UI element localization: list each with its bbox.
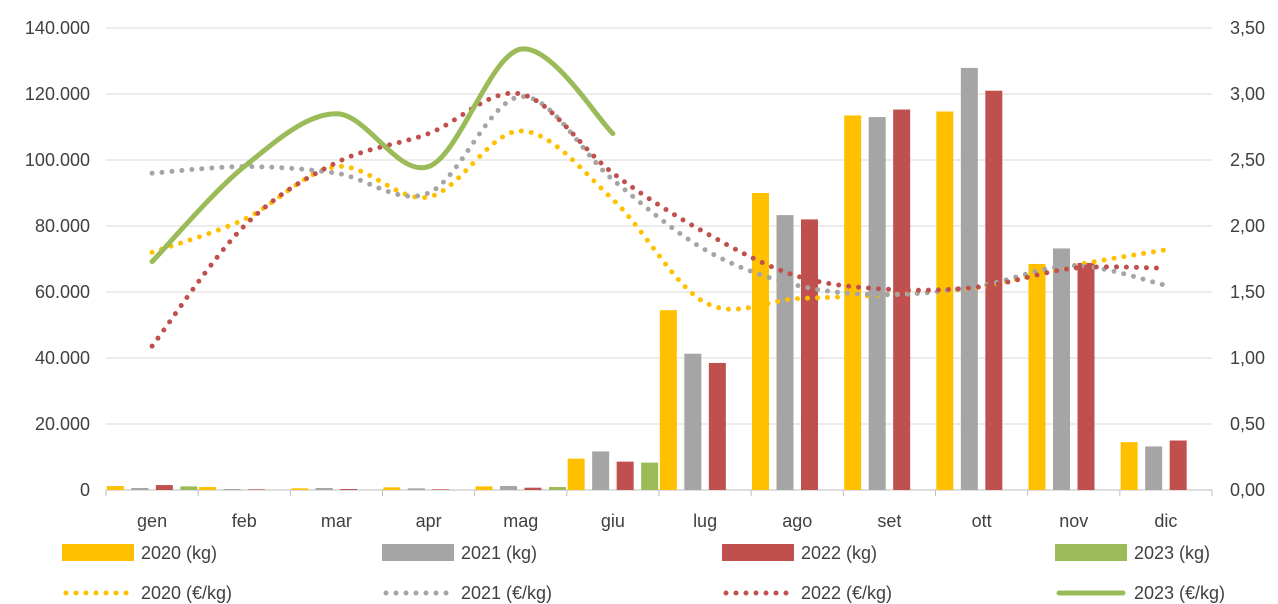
legend-label: 2020 (kg) xyxy=(141,543,217,563)
bar xyxy=(223,489,241,490)
bar xyxy=(291,488,309,490)
bar xyxy=(592,451,610,490)
x-tick-label: set xyxy=(877,511,901,531)
legend-label: 2021 (kg) xyxy=(461,543,537,563)
legend-label: 2021 (€/kg) xyxy=(461,583,552,603)
bar xyxy=(432,489,450,490)
legend-label: 2023 (kg) xyxy=(1134,543,1210,563)
bar xyxy=(985,90,1003,490)
bar xyxy=(315,488,333,490)
bar xyxy=(549,487,566,490)
bar xyxy=(1145,446,1163,490)
bar xyxy=(893,109,911,490)
legend-label: 2023 (€/kg) xyxy=(1134,583,1225,603)
price-line xyxy=(149,128,1169,312)
x-tick-label: apr xyxy=(416,511,442,531)
y-left-tick-label: 80.000 xyxy=(35,216,90,236)
x-tick-label: gen xyxy=(137,511,167,531)
bar xyxy=(844,115,862,490)
y-left-tick-label: 120.000 xyxy=(25,84,90,104)
y-left-tick-label: 100.000 xyxy=(25,150,90,170)
x-tick-label: ago xyxy=(782,511,812,531)
y-right-tick-label: 3,00 xyxy=(1230,84,1265,104)
y-left-tick-label: 60.000 xyxy=(35,282,90,302)
bar xyxy=(616,461,634,490)
price-line xyxy=(149,90,1169,349)
bar xyxy=(199,487,216,490)
bar xyxy=(155,485,173,490)
legend-swatch xyxy=(62,544,134,561)
price-line xyxy=(149,94,1169,298)
bar xyxy=(708,362,726,490)
bar xyxy=(776,215,794,491)
x-tick-label: mar xyxy=(321,511,352,531)
bar xyxy=(1169,440,1187,490)
y-left-tick-label: 0 xyxy=(80,480,90,500)
bar xyxy=(500,486,517,490)
bar xyxy=(684,353,702,490)
gridlines xyxy=(106,27,1212,491)
legend-swatch xyxy=(382,544,454,561)
bar xyxy=(180,486,198,490)
bar xyxy=(801,219,818,490)
bar xyxy=(524,487,542,490)
bar xyxy=(641,462,659,490)
bar xyxy=(1053,248,1070,490)
bar xyxy=(752,193,769,490)
bar xyxy=(868,117,886,490)
y-right-tick-label: 0,00 xyxy=(1230,480,1265,500)
bar xyxy=(407,488,425,490)
x-tick-label: feb xyxy=(232,511,257,531)
bar-series xyxy=(106,67,1187,491)
bar xyxy=(1120,442,1138,490)
x-tick-label: nov xyxy=(1059,511,1088,531)
bar xyxy=(960,67,978,491)
legend-label: 2020 (€/kg) xyxy=(141,583,232,603)
legend: 2020 (kg) 2021 (kg) 2022 (kg) 2023 (kg) 2020… xyxy=(62,543,1225,603)
x-tick-label: ott xyxy=(972,511,992,531)
x-tick-label: lug xyxy=(693,511,717,531)
bar xyxy=(659,310,677,490)
bar xyxy=(1077,262,1095,490)
y-left-tick-label: 20.000 xyxy=(35,414,90,434)
price-line xyxy=(149,46,616,265)
y-right-tick-label: 3,50 xyxy=(1230,18,1265,38)
bar xyxy=(248,489,265,490)
y-right-tick-label: 0,50 xyxy=(1230,414,1265,434)
x-tick-label: mag xyxy=(503,511,538,531)
legend-swatch xyxy=(1055,544,1127,561)
y-right-tick-label: 2,50 xyxy=(1230,150,1265,170)
bar xyxy=(106,486,124,490)
legend-label: 2022 (€/kg) xyxy=(801,583,892,603)
bar xyxy=(383,487,401,490)
x-tick-label: dic xyxy=(1154,511,1177,531)
y-right-tick-label: 1,00 xyxy=(1230,348,1265,368)
bar xyxy=(475,486,493,490)
x-tick-label: giu xyxy=(601,511,625,531)
bar xyxy=(131,488,149,490)
bar xyxy=(1028,263,1046,490)
y-left-tick-label: 140.000 xyxy=(25,18,90,38)
y-right-tick-label: 2,00 xyxy=(1230,216,1265,236)
axes: 0 0,00 20.000 0,50 40.000 1,00 60.000 1,50 80.00… xyxy=(25,18,1265,531)
y-left-tick-label: 40.000 xyxy=(35,348,90,368)
y-right-tick-label: 1,50 xyxy=(1230,282,1265,302)
bar xyxy=(340,489,358,490)
legend-label: 2022 (kg) xyxy=(801,543,877,563)
bar xyxy=(936,111,954,491)
line-series xyxy=(149,46,1169,349)
legend-swatch xyxy=(722,544,794,561)
bar xyxy=(567,458,585,490)
